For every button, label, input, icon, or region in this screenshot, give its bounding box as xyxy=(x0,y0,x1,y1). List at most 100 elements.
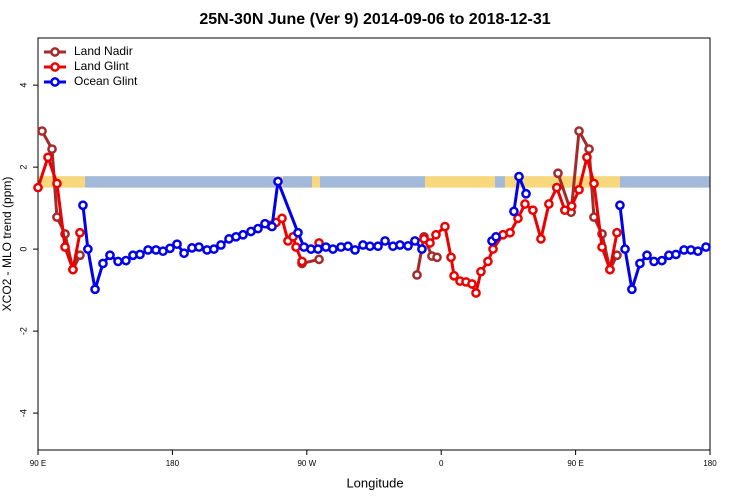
data-point xyxy=(194,242,204,252)
data-point xyxy=(582,152,592,163)
surface-band-segment xyxy=(319,176,426,188)
data-point xyxy=(403,240,413,251)
data-point xyxy=(238,229,248,240)
data-point xyxy=(574,184,584,195)
x-axis-label: Longitude xyxy=(346,475,403,490)
data-point xyxy=(291,242,301,252)
legend-marker xyxy=(50,47,60,57)
data-point xyxy=(471,288,481,298)
data-point xyxy=(395,240,405,250)
data-point xyxy=(60,242,70,252)
data-point xyxy=(483,256,493,267)
data-point xyxy=(635,258,645,269)
data-point xyxy=(520,199,530,209)
data-point xyxy=(343,241,353,252)
data-point xyxy=(566,201,577,211)
x-tick-label: 90 E xyxy=(30,459,46,468)
data-point xyxy=(121,255,131,266)
data-point xyxy=(605,264,615,275)
data-point xyxy=(649,256,659,267)
data-point xyxy=(135,249,145,260)
data-point xyxy=(491,231,501,242)
x-tick-label: 0 xyxy=(439,459,444,468)
data-point xyxy=(536,234,546,244)
data-point xyxy=(143,245,153,255)
surface-band-segment xyxy=(425,176,495,188)
data-point xyxy=(574,126,584,136)
x-tick-label: 90 W xyxy=(297,459,316,468)
data-point xyxy=(559,205,570,216)
data-point xyxy=(440,221,450,232)
data-point xyxy=(509,206,519,217)
y-tick-label: 4 xyxy=(18,83,28,88)
surface-band-segment xyxy=(312,176,320,188)
legend-marker xyxy=(50,77,60,87)
data-point xyxy=(693,246,703,257)
data-point xyxy=(209,244,219,254)
data-point xyxy=(267,221,277,232)
legend-label: Land Nadir xyxy=(74,44,133,58)
y-tick-label: 0 xyxy=(18,247,28,252)
data-point xyxy=(105,250,115,261)
data-point xyxy=(551,182,562,193)
data-point xyxy=(446,252,456,263)
data-point xyxy=(273,176,283,187)
data-point xyxy=(476,266,486,277)
plot-frame xyxy=(37,37,711,451)
y-axis-label: XCO2 - MLO trend (ppm) xyxy=(0,177,14,312)
data-point xyxy=(488,244,498,254)
data-point xyxy=(432,252,442,263)
data-point xyxy=(514,171,524,182)
data-point xyxy=(412,270,422,280)
data-point xyxy=(657,255,667,266)
data-point xyxy=(589,178,599,189)
data-point xyxy=(373,241,383,252)
data-point xyxy=(417,244,427,254)
data-point xyxy=(68,264,78,275)
data-point xyxy=(584,144,594,154)
data-point xyxy=(52,178,62,189)
data-point xyxy=(350,245,360,255)
data-point xyxy=(627,284,637,295)
data-point xyxy=(553,168,563,179)
data-point xyxy=(113,256,123,267)
data-point xyxy=(612,227,622,238)
data-point xyxy=(701,242,711,252)
legend-marker xyxy=(50,62,60,72)
data-point xyxy=(216,240,226,250)
data-point xyxy=(33,182,43,193)
data-point xyxy=(75,227,85,238)
surface-band-segment xyxy=(282,176,313,188)
data-point xyxy=(98,258,108,269)
data-point xyxy=(37,126,47,136)
data-point xyxy=(179,248,189,259)
data-point xyxy=(431,229,441,240)
data-point xyxy=(615,200,625,211)
data-point xyxy=(410,236,420,246)
data-point xyxy=(172,239,182,250)
data-point xyxy=(314,254,324,265)
x-tick-label: 180 xyxy=(703,459,717,468)
surface-band-segment xyxy=(619,176,710,188)
data-point xyxy=(528,205,538,216)
series-line xyxy=(40,129,619,276)
legend-label: Land Glint xyxy=(74,59,129,73)
data-point xyxy=(467,279,477,289)
y-tick-label: 2 xyxy=(18,165,28,170)
y-tick-label: -4 xyxy=(18,409,28,417)
data-point xyxy=(449,270,459,281)
surface-band-segment xyxy=(494,176,505,188)
data-point xyxy=(544,199,554,209)
data-point xyxy=(43,152,53,163)
data-point xyxy=(597,242,607,252)
data-point xyxy=(513,213,523,224)
data-point xyxy=(505,227,515,238)
data-point xyxy=(47,144,57,154)
x-tick-label: 90 E xyxy=(567,459,583,468)
data-point xyxy=(253,223,263,234)
data-point xyxy=(365,241,375,252)
legend-label: Ocean Glint xyxy=(74,74,138,88)
data-point xyxy=(90,284,100,295)
data-point xyxy=(313,244,323,254)
